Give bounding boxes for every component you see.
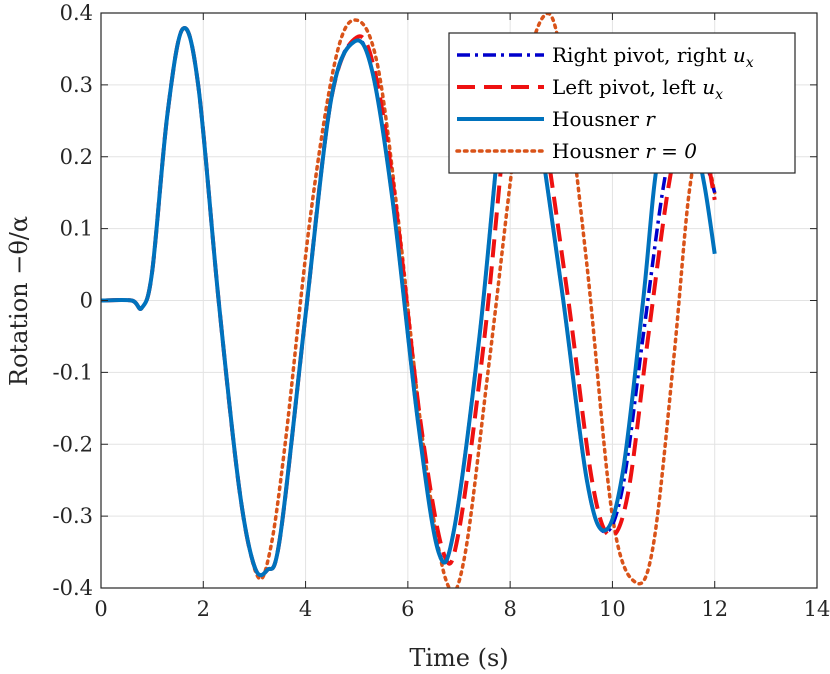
legend-label-text: Housner xyxy=(552,107,645,131)
y-tick-label: 0.2 xyxy=(60,145,93,169)
y-tick-label: -0.4 xyxy=(53,576,94,600)
y-tick-label: -0.2 xyxy=(53,432,94,456)
legend-label-text: Left pivot, left xyxy=(552,75,702,99)
axis-ticks xyxy=(100,12,818,589)
y-tick-label: -0.1 xyxy=(53,360,94,384)
legend-label-math: r = 0 xyxy=(645,139,697,163)
legend-label-subscript: x xyxy=(715,87,723,103)
y-tick-label: 0.3 xyxy=(60,73,93,97)
x-tick-label: 0 xyxy=(94,597,107,621)
legend-label-math: u xyxy=(733,43,746,67)
legend-label-text: Housner xyxy=(552,139,645,163)
tick-labels: 0 2 4 6 8 10 12 14 0.4 0.3 0.2 0.1 0 -0.1 -0.2 -0.3 -0.4 xyxy=(53,1,830,621)
x-tick-label: 8 xyxy=(503,597,516,621)
x-tick-label: 12 xyxy=(701,597,728,621)
y-tick-label: 0 xyxy=(80,289,93,313)
x-tick-label: 4 xyxy=(299,597,312,621)
y-tick-label: -0.3 xyxy=(53,504,94,528)
legend-label-0: Housner r = 0 xyxy=(552,139,697,163)
y-tick-label: 0.4 xyxy=(60,1,93,25)
y-axis-label: Rotation −θ/α xyxy=(5,216,33,386)
legend-label-subscript: x xyxy=(746,55,754,71)
legend-label-text: Right pivot, right xyxy=(552,43,733,67)
legend-label-1: Right pivot, right ux xyxy=(552,43,754,71)
legend-label-3: Housner r xyxy=(552,107,656,131)
legend-label-2: Left pivot, left ux xyxy=(552,75,723,103)
y-tick-label: 0.1 xyxy=(60,217,93,241)
series-line-2 xyxy=(101,25,717,578)
legend-box xyxy=(448,32,796,174)
x-tick-label: 10 xyxy=(599,597,626,621)
x-tick-label: 14 xyxy=(804,597,830,621)
x-tick-label: 6 xyxy=(401,597,414,621)
x-tick-label: 2 xyxy=(197,597,210,621)
legend-label-math: r xyxy=(645,107,656,131)
x-axis-label: Time (s) xyxy=(409,644,508,672)
series-line-3 xyxy=(101,25,717,578)
legend-label-math: u xyxy=(702,75,715,99)
series-layer xyxy=(101,13,717,588)
